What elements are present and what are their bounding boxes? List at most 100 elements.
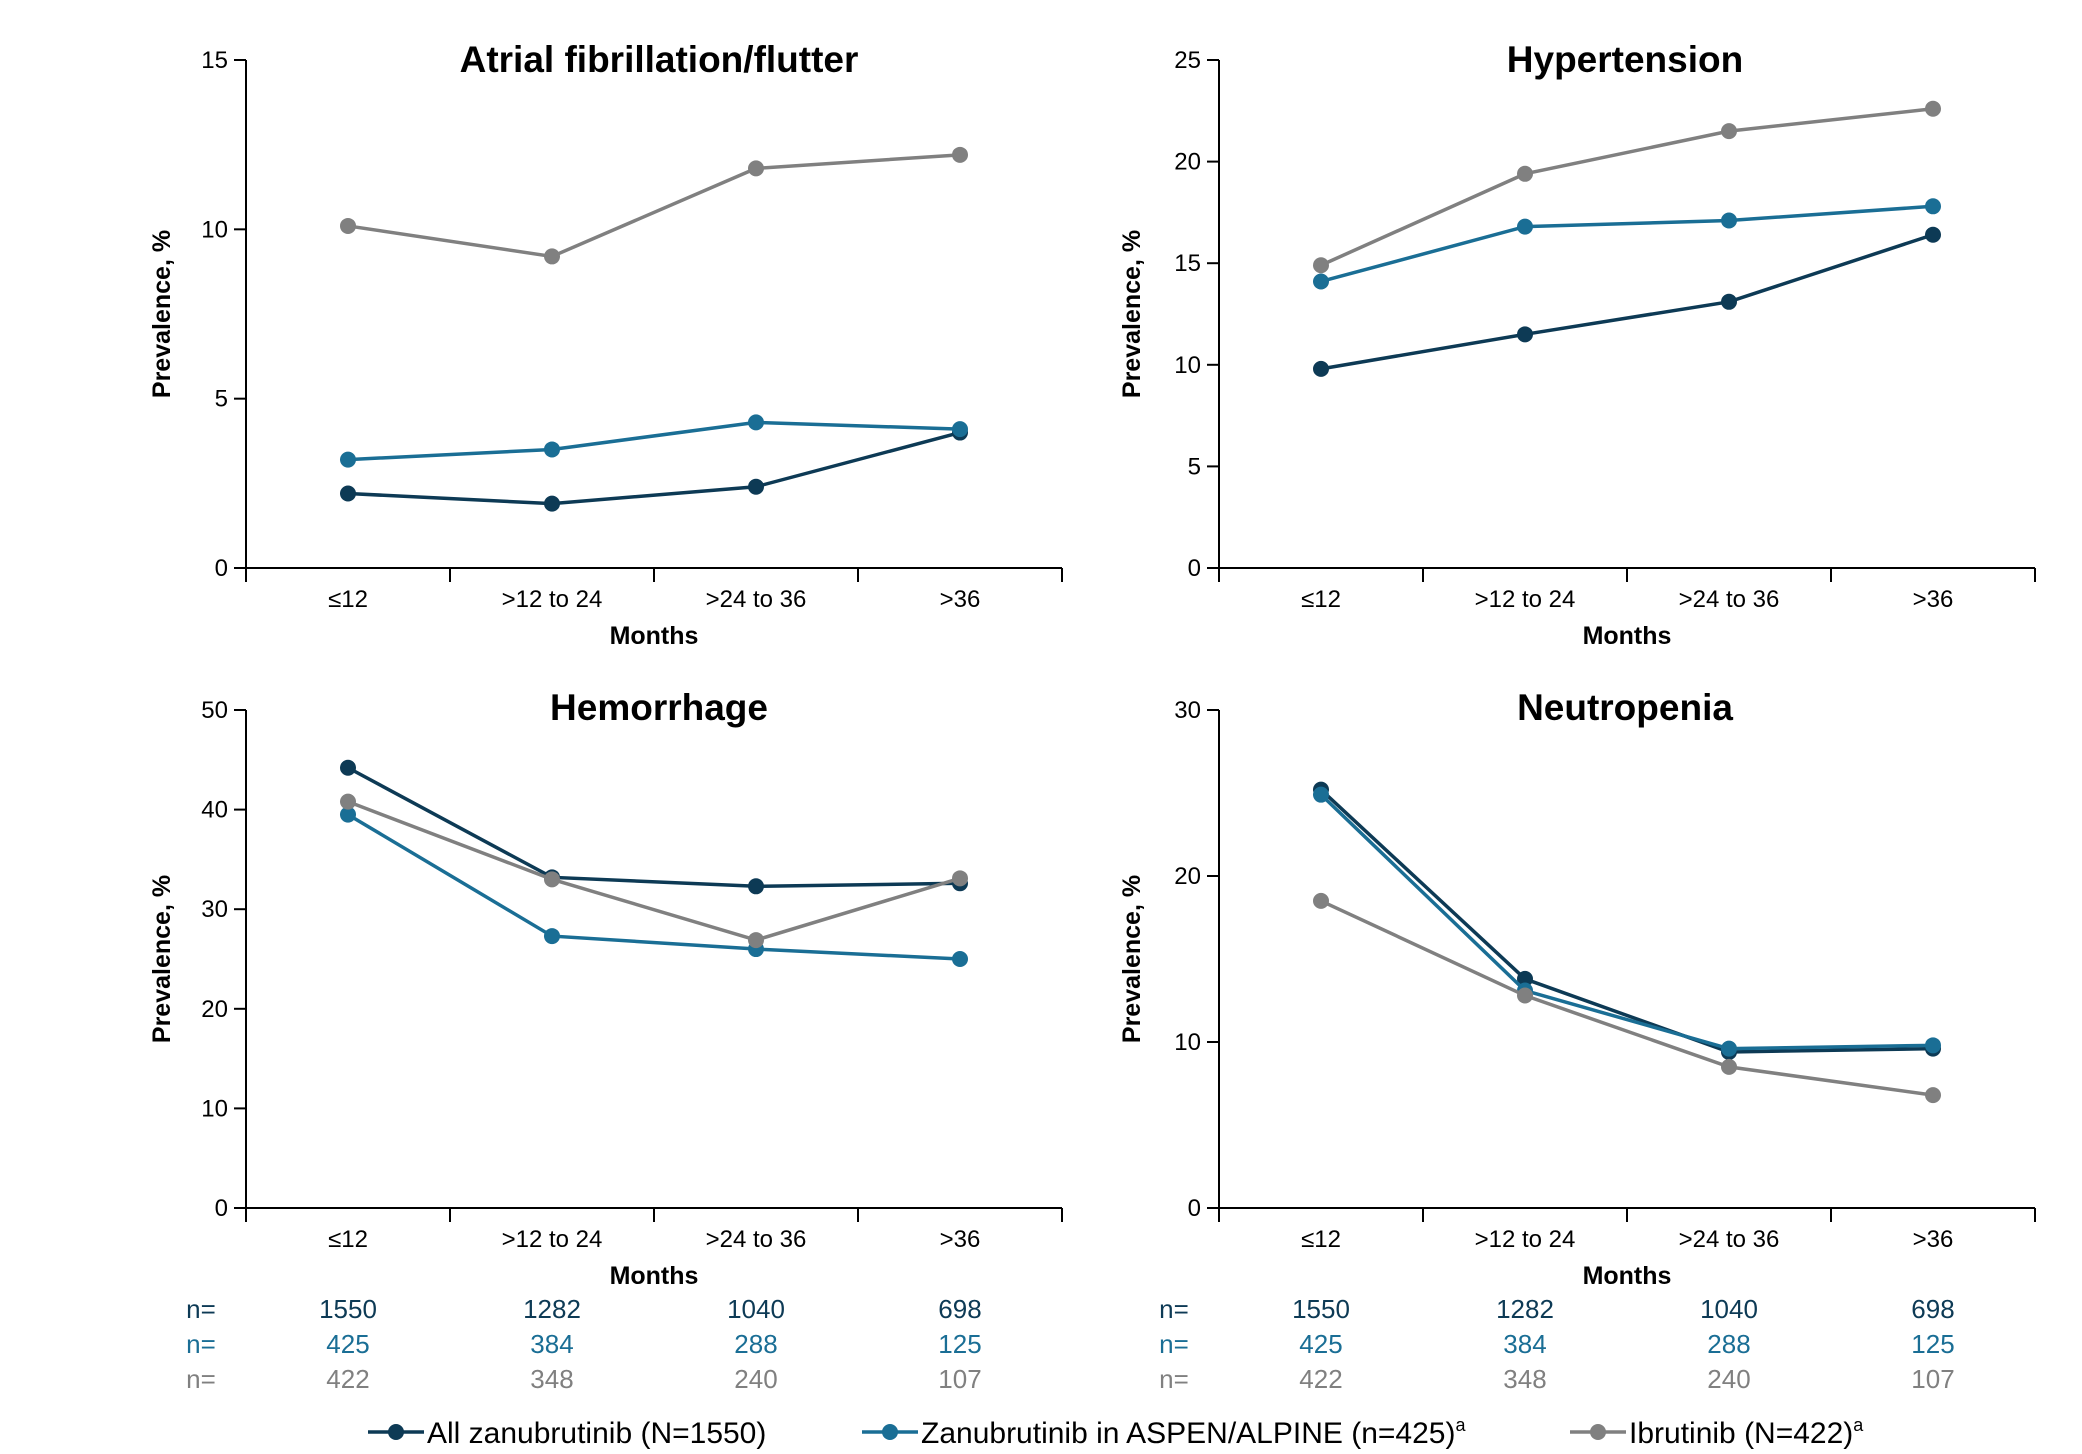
legend-label-text: Zanubrutinib in ASPEN/ALPINE (n=425) xyxy=(921,1417,1455,1450)
series-line-2 xyxy=(1319,793,1934,1051)
n-value: 348 xyxy=(1503,1364,1546,1394)
legend-label-1: All zanubrutinib (N=1550) xyxy=(427,1417,766,1450)
x-tick-label: >24 to 36 xyxy=(706,586,807,613)
series-1-point xyxy=(340,485,356,502)
n-value: 240 xyxy=(1707,1364,1750,1394)
n-value: 107 xyxy=(938,1364,981,1394)
n-prefix: n= xyxy=(186,1329,216,1359)
n-value: 698 xyxy=(1911,1294,1954,1324)
n-value: 1040 xyxy=(1700,1294,1758,1324)
series-line-1 xyxy=(1319,788,1934,1054)
series-2-point xyxy=(340,451,356,468)
series-2-point xyxy=(1721,1040,1737,1057)
y-tick-label: 50 xyxy=(201,697,228,724)
y-tick-label: 10 xyxy=(1174,1029,1201,1056)
y-tick-label: 10 xyxy=(201,1095,228,1122)
x-tick-label: >36 xyxy=(940,1226,981,1253)
legend-marker-1 xyxy=(388,1424,404,1440)
series-line-1 xyxy=(347,766,961,889)
y-tick-label: 0 xyxy=(1188,1195,1201,1222)
series-1-point xyxy=(1517,970,1533,987)
series-3-point xyxy=(1721,1058,1737,1075)
series-3-point xyxy=(340,217,356,234)
chart-panel-4: 0 10 20 30 ≤12 >12 to 24 >24 to 36 >36 Months Pre… xyxy=(1118,687,2036,1290)
y-tick-label: 30 xyxy=(201,896,228,923)
x-tick-label: ≤12 xyxy=(328,1226,368,1253)
series-1-point xyxy=(544,495,560,512)
n-prefix: n= xyxy=(1159,1364,1189,1394)
n-table-2: n= 1550 1282 1040 698 n= 425 384 288 125 n= 422 348 2… xyxy=(1159,1294,1955,1394)
chart-panel-3: 0 10 20 30 40 50 ≤12 >12 to 24 >24 to 36 >36 Month… xyxy=(148,687,1063,1290)
series-line-3 xyxy=(347,799,961,942)
series-2-point xyxy=(748,414,764,431)
x-axis-title: Months xyxy=(1583,1262,1672,1290)
series-3-point xyxy=(1313,892,1329,909)
x-tick-label: >12 to 24 xyxy=(502,1226,603,1253)
series-2-point xyxy=(340,806,356,823)
series-1-point xyxy=(748,878,764,895)
n-prefix: n= xyxy=(186,1294,216,1324)
series-3-point xyxy=(1313,257,1329,274)
x-axis-title: Months xyxy=(610,1262,699,1290)
series-3-point xyxy=(1721,123,1737,140)
series-3-point xyxy=(748,160,764,177)
n-value: 1550 xyxy=(1292,1294,1350,1324)
y-tick-label: 5 xyxy=(1188,453,1201,480)
y-tick-label: 20 xyxy=(201,996,228,1023)
series-3-point xyxy=(340,793,356,810)
x-tick-label: >36 xyxy=(1913,1226,1954,1253)
series-3-point xyxy=(952,146,968,163)
legend-label-text: All zanubrutinib (N=1550) xyxy=(427,1417,766,1450)
series-line-1 xyxy=(1320,233,1934,371)
series-1-point xyxy=(340,759,356,776)
y-tick-label: 40 xyxy=(201,797,228,824)
series-3-point xyxy=(1517,987,1533,1004)
n-value: 425 xyxy=(1299,1329,1342,1359)
legend-footnote-marker: a xyxy=(1853,1415,1864,1435)
x-tick-label: >24 to 36 xyxy=(1679,586,1780,613)
legend-label-text: Ibrutinib (N=422) xyxy=(1629,1417,1853,1450)
x-tick-label: >36 xyxy=(1913,586,1954,613)
x-axis-title: Months xyxy=(1583,622,1672,650)
panel-title: Hemorrhage xyxy=(550,687,768,728)
series-1-point xyxy=(1925,226,1941,243)
n-table-1: n= 1550 1282 1040 698 n= 425 384 288 125 n= 422 348 2… xyxy=(186,1294,982,1394)
legend: All zanubrutinib (N=1550) Zanubrutinib in… xyxy=(368,1415,1864,1450)
x-tick-label: >24 to 36 xyxy=(706,1226,807,1253)
n-value: 288 xyxy=(734,1329,777,1359)
panel-title: Neutropenia xyxy=(1517,687,1733,728)
y-tick-label: 20 xyxy=(1174,149,1201,176)
x-tick-label: >12 to 24 xyxy=(502,586,603,613)
legend-marker-2 xyxy=(882,1424,898,1440)
series-1-point xyxy=(748,478,764,495)
n-prefix: n= xyxy=(186,1364,216,1394)
series-1-point xyxy=(1721,293,1737,310)
x-tick-label: ≤12 xyxy=(328,586,368,613)
chart-panel-1: 0 5 10 15 ≤12 >12 to 24 >24 to 36 >36 Months Prev… xyxy=(148,39,1063,650)
n-value: 125 xyxy=(1911,1329,1954,1359)
y-axis-title: Prevalence, % xyxy=(148,875,176,1043)
x-tick-label: ≤12 xyxy=(1301,1226,1341,1253)
n-value: 240 xyxy=(734,1364,777,1394)
series-3-point xyxy=(544,871,560,888)
y-tick-label: 0 xyxy=(1188,555,1201,582)
y-axis-title: Prevalence, % xyxy=(1118,875,1146,1043)
x-tick-label: >12 to 24 xyxy=(1475,586,1576,613)
x-tick-label: >12 to 24 xyxy=(1475,1226,1576,1253)
y-tick-label: 25 xyxy=(1174,47,1201,74)
n-value: 384 xyxy=(1503,1329,1546,1359)
series-2-point xyxy=(1721,212,1737,229)
chart-panel-2: 0 5 10 15 20 25 ≤12 >12 to 24 >24 to 36 >36 Months… xyxy=(1118,39,2036,650)
n-value: 1040 xyxy=(727,1294,785,1324)
series-line-1 xyxy=(347,430,961,506)
series-line-3 xyxy=(1320,899,1934,1097)
series-2-point xyxy=(544,441,560,458)
n-value: 288 xyxy=(1707,1329,1750,1359)
legend-label-2: Zanubrutinib in ASPEN/ALPINE (n=425)a xyxy=(921,1415,1466,1450)
x-tick-label: >24 to 36 xyxy=(1679,1226,1780,1253)
legend-label-3: Ibrutinib (N=422)a xyxy=(1629,1415,1864,1450)
y-tick-label: 30 xyxy=(1174,697,1201,724)
series-2-point xyxy=(1925,1037,1941,1054)
n-value: 125 xyxy=(938,1329,981,1359)
